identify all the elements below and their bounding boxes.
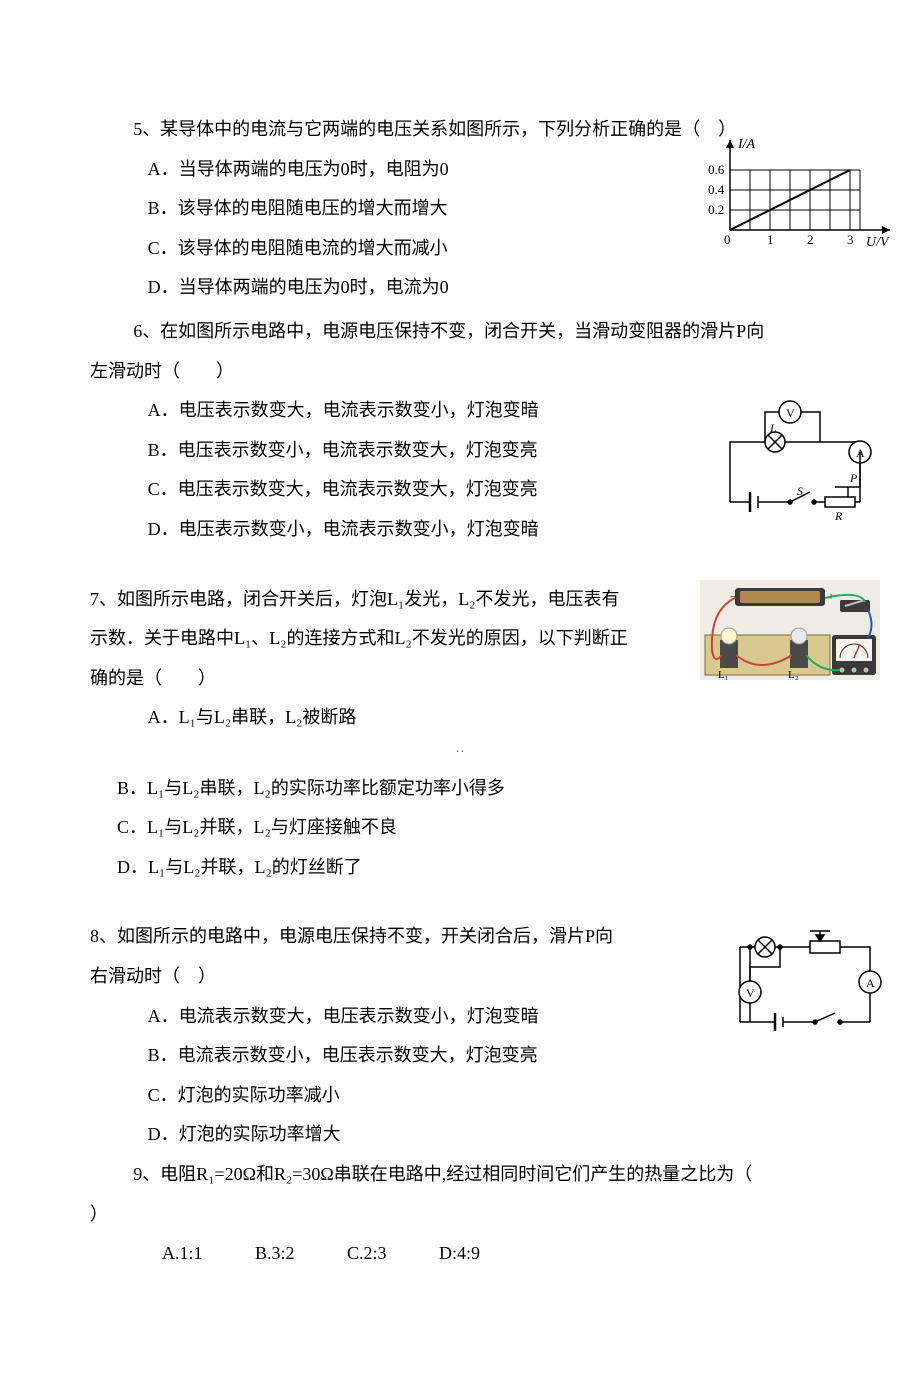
q9-option-c: C.2:3 — [347, 1234, 387, 1274]
q8-option-b: B．电流表示数变小，电压表示数变大，灯泡变亮 — [90, 1036, 830, 1076]
question-9: 9、电阻R₁=20Ω和R₂=30Ω串联在电路中,经过相同时间它们产生的热量之比为… — [90, 1155, 830, 1274]
question-6: 6、在如图所示电路中，电源电压保持不变，闭合开关，当滑动变阻器的滑片P向 左滑动… — [90, 312, 830, 550]
svg-text:L₁: L₁ — [718, 669, 729, 680]
q6-stem-line1: 6、在如图所示电路中，电源电压保持不变，闭合开关，当滑动变阻器的滑片P向 — [90, 312, 830, 352]
q8-option-a: A．电流表示数变大，电压表示数变小，灯泡变暗 — [90, 997, 830, 1037]
svg-text:0.6: 0.6 — [708, 162, 725, 177]
svg-text:V: V — [746, 986, 755, 1000]
q8-option-d: D．灯泡的实际功率增大 — [90, 1115, 830, 1155]
q9-option-a: A.1:1 — [162, 1234, 203, 1274]
svg-text:R: R — [834, 509, 843, 522]
q9-stem-line2: ） — [90, 1195, 830, 1235]
q7-figure: − + L₁ L₂ — [700, 580, 880, 680]
q5-figure: I/A U/V 0.2 0.4 0.6 0 1 2 3 — [690, 130, 900, 250]
svg-text:0: 0 — [724, 232, 731, 247]
q7-option-a: A．L₁与L₂串联，L₂被断路 — [90, 698, 830, 738]
question-5: 5、某导体中的电流与它两端的电压关系如图所示，下列分析正确的是（ ） A．当导体… — [90, 110, 830, 308]
svg-text:0.4: 0.4 — [708, 182, 725, 197]
svg-text:S: S — [797, 484, 803, 498]
svg-text:V: V — [786, 406, 795, 420]
question-7: 7、如图所示电路，闭合开关后，灯泡L₁发光，L₂不发光，电压表有 示数．关于电路… — [90, 580, 830, 888]
q8-option-c: C．灯泡的实际功率减小 — [90, 1076, 830, 1116]
q8-stem-line2: 右滑动时（ ） — [90, 957, 830, 997]
svg-text:2: 2 — [807, 232, 814, 247]
q6-stem-line2: 左滑动时（ ） — [90, 352, 830, 392]
q9-option-d: D:4:9 — [439, 1234, 480, 1274]
q5-option-d: D．当导体两端的电压为0时，电流为0 — [90, 268, 830, 308]
svg-text:1: 1 — [767, 232, 774, 247]
q9-option-b: B.3:2 — [255, 1234, 295, 1274]
svg-text:3: 3 — [847, 232, 854, 247]
circuit-photo-icon: − + L₁ L₂ — [700, 580, 880, 680]
circuit-icon: V A L S P R — [710, 392, 880, 522]
q7-center-mark: ·· — [90, 738, 830, 769]
q7-option-d: D．L₁与L₂并联，L₂的灯丝断了 — [90, 848, 830, 888]
svg-text:L₂: L₂ — [788, 669, 799, 680]
svg-text:U/V: U/V — [866, 235, 890, 250]
q8-figure: V A — [720, 927, 890, 1037]
svg-text:A: A — [856, 446, 865, 460]
q9-stem-line1: 9、电阻R₁=20Ω和R₂=30Ω串联在电路中,经过相同时间它们产生的热量之比为… — [90, 1155, 830, 1195]
svg-text:L: L — [769, 421, 777, 435]
question-8: 8、如图所示的电路中，电源电压保持不变，开关闭合后，滑片P向 右滑动时（ ） A… — [90, 917, 830, 1155]
circuit-icon: V A — [720, 927, 890, 1037]
q6-figure: V A L S P R — [710, 392, 880, 522]
q8-stem-line1: 8、如图所示的电路中，电源电压保持不变，开关闭合后，滑片P向 — [90, 917, 830, 957]
q9-options: A.1:1 B.3:2 C.2:3 D:4:9 — [90, 1234, 830, 1274]
q7-option-b: B．L₁与L₂串联，L₂的实际功率比额定功率小得多 — [90, 769, 830, 809]
iv-graph-icon: I/A U/V 0.2 0.4 0.6 0 1 2 3 — [690, 130, 900, 250]
svg-text:0.2: 0.2 — [708, 202, 724, 217]
svg-text:P: P — [849, 471, 858, 485]
svg-text:I/A: I/A — [737, 137, 756, 152]
svg-text:A: A — [866, 976, 875, 990]
q7-option-c: C．L₁与L₂并联，L₂与灯座接触不良 — [90, 808, 830, 848]
